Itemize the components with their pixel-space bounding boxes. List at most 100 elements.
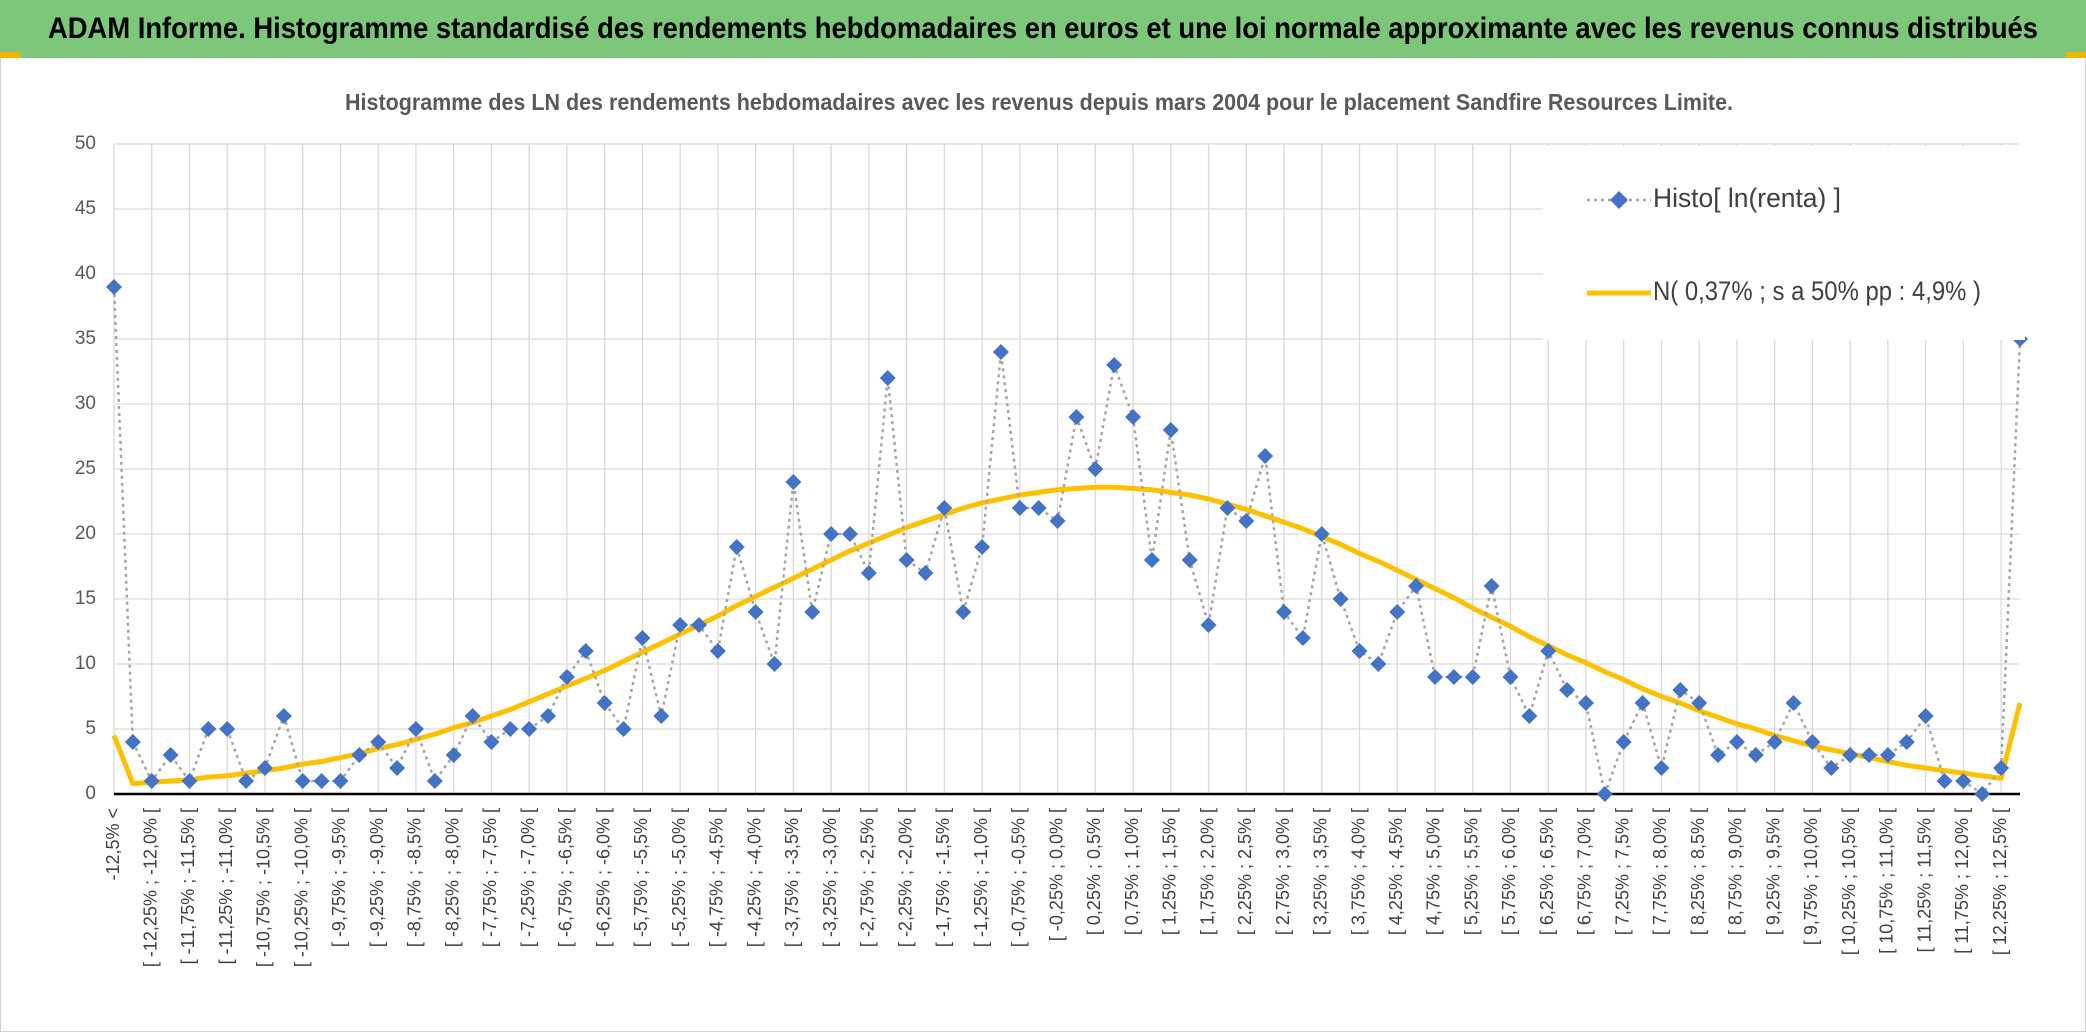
data-point (785, 474, 802, 490)
x-tick-label: [ 1,25% ; 1,5% [ (1160, 808, 1180, 935)
x-tick-label: [ 6,75% ; 7,0% [ (1575, 808, 1595, 935)
data-point (992, 344, 1009, 360)
corner-mark (0, 52, 20, 58)
data-point (426, 773, 443, 789)
x-tick-label: [ 0,75% ; 1,0% [ (1122, 808, 1142, 935)
data-point (1747, 747, 1764, 763)
data-point (1483, 578, 1500, 594)
data-point (558, 669, 575, 685)
data-point (124, 734, 141, 750)
x-tick-label: [ -2,75% ; -2,5% [ (858, 808, 878, 947)
chart-subtitle: Histogramme des LN des rendements hebdom… (345, 89, 1733, 115)
data-point (313, 773, 330, 789)
x-tick-label: [ 4,75% ; 5,0% [ (1424, 808, 1444, 935)
data-point (1068, 409, 1085, 425)
data-point (596, 695, 613, 711)
data-point (275, 708, 292, 724)
data-point (860, 565, 877, 581)
data-point (351, 747, 368, 763)
data-point (1540, 643, 1557, 659)
data-point (1313, 526, 1330, 542)
data-point (200, 721, 217, 737)
data-point (294, 773, 311, 789)
data-point (1577, 695, 1594, 711)
x-tick-label: [ 10,75% ; 11,0% [ (1877, 808, 1897, 954)
title-banner (0, 0, 2086, 58)
y-tick-label: 25 (75, 458, 96, 479)
data-point (634, 630, 651, 646)
corner-mark (2066, 52, 2086, 58)
data-point (766, 656, 783, 672)
data-point (1332, 591, 1349, 607)
data-point (823, 526, 840, 542)
data-point (1445, 669, 1462, 685)
data-point (1257, 448, 1274, 464)
y-tick-label: 30 (75, 393, 96, 414)
y-tick-label: 45 (75, 198, 96, 219)
data-point (1785, 695, 1802, 711)
legend-marker (1610, 191, 1628, 209)
y-tick-label: 40 (75, 263, 96, 284)
data-point (653, 708, 670, 724)
data-point (1766, 734, 1783, 750)
x-tick-label: [ -0,75% ; -0,5% [ (1009, 808, 1029, 947)
data-point (1861, 747, 1878, 763)
data-point (804, 604, 821, 620)
x-tick-label: [ -7,25% ; -7,0% [ (518, 808, 538, 947)
y-tick-label: 20 (75, 523, 96, 544)
data-point (445, 747, 462, 763)
x-tick-label: [ -6,75% ; -6,5% [ (556, 808, 576, 947)
data-point (1351, 643, 1368, 659)
x-tick-label: [ 2,25% ; 2,5% [ (1235, 808, 1255, 935)
data-point (1710, 747, 1727, 763)
data-point (1200, 617, 1217, 633)
data-point (162, 747, 179, 763)
data-point (407, 721, 424, 737)
legend-label: Histo[ ln(renta) ] (1653, 183, 1841, 213)
x-tick-label: [ 8,25% ; 8,5% [ (1688, 808, 1708, 935)
data-point (389, 760, 406, 776)
data-point (1389, 604, 1406, 620)
x-tick-label: [ -3,25% ; -3,0% [ (820, 808, 840, 947)
data-point (219, 721, 236, 737)
data-point (1728, 734, 1745, 750)
data-point (1596, 786, 1613, 802)
data-point (502, 721, 519, 737)
x-tick-label: [ -0,25% ; 0,0% [ (1046, 808, 1066, 941)
x-tick-label: [ 9,25% ; 9,5% [ (1763, 808, 1783, 935)
data-point (1162, 422, 1179, 438)
data-point (879, 370, 896, 386)
y-tick-label: 50 (75, 133, 96, 154)
series-line (112, 286, 2022, 796)
data-point (1917, 708, 1934, 724)
data-point (1691, 695, 1708, 711)
x-tick-label: [ 11,75% ; 12,0% [ (1952, 808, 1972, 954)
data-point (917, 565, 934, 581)
x-tick-label: [ -8,75% ; -8,5% [ (405, 808, 425, 947)
y-tick-label: 10 (75, 653, 96, 674)
x-tick-label: [ -6,25% ; -6,0% [ (593, 808, 613, 947)
x-tick-label: [ -8,25% ; -8,0% [ (442, 808, 462, 947)
data-point (1087, 461, 1104, 477)
x-tick-label: [ 11,25% ; 11,5% [ (1914, 808, 1934, 952)
data-point (1143, 552, 1160, 568)
data-point (238, 773, 255, 789)
data-point (1993, 760, 2010, 776)
x-tick-label: -12,5% < (103, 808, 123, 881)
data-point (1238, 513, 1255, 529)
data-point (464, 708, 481, 724)
data-point (1634, 695, 1651, 711)
data-point (521, 721, 538, 737)
data-point (181, 773, 198, 789)
x-tick-label: [ -1,75% ; -1,5% [ (933, 808, 953, 947)
x-tick-label: [ 5,25% ; 5,5% [ (1461, 808, 1481, 935)
data-point (709, 643, 726, 659)
x-tick-label: [ 4,25% ; 4,5% [ (1386, 808, 1406, 935)
data-point (1502, 669, 1519, 685)
x-tick-label: [ -10,25% ; -10,0% [ (291, 808, 311, 967)
series-line (111, 484, 2023, 787)
chart-title: ADAM Informe. Histogramme standardisé de… (48, 12, 2038, 45)
data-point (143, 773, 160, 789)
x-tick-label: [ 6,25% ; 6,5% [ (1537, 808, 1557, 935)
x-tick-label: [ 1,75% ; 2,0% [ (1197, 808, 1217, 935)
